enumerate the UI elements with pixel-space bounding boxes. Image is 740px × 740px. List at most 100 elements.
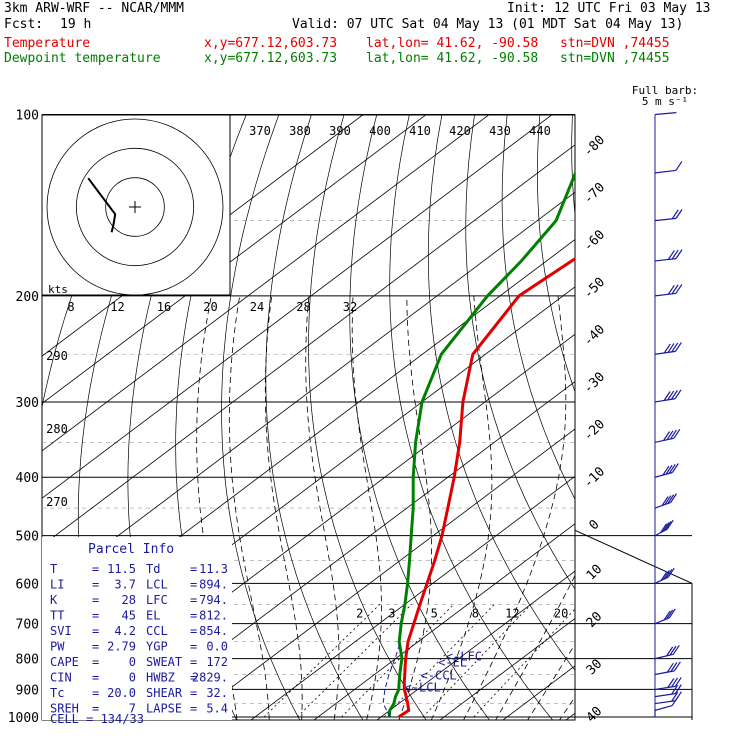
wind-barb-flag: [675, 284, 683, 294]
parcel-eq: =: [190, 655, 197, 669]
parcel-label: LFC: [146, 593, 168, 607]
parcel-eq: =: [190, 578, 197, 592]
theta-e-label: 440: [529, 124, 551, 138]
moist-adiabat-line: [264, 295, 303, 720]
dry-adiabat-line: [670, 115, 740, 730]
pressure-label: 600: [16, 577, 39, 592]
isotherm-label: -80: [581, 133, 608, 160]
pressure-label: 400: [16, 471, 39, 486]
parcel-eq: =: [92, 593, 99, 607]
parcel-label: SWEAT: [146, 655, 182, 669]
isotherm-line: [42, 115, 427, 404]
wind-barb: [654, 112, 677, 116]
hodograph-speed-label: 28: [296, 300, 310, 314]
dry-adiabat-line: [537, 115, 575, 393]
wind-barb-flag: [666, 519, 674, 530]
parcel-eq: =: [190, 640, 197, 654]
level-marker: <-LCL: [405, 681, 441, 695]
dry-adiabat-line: [221, 115, 301, 720]
pressure-label: 500: [16, 530, 39, 545]
isotherm-line: [313, 523, 575, 720]
hodograph-speed-label: 8: [67, 300, 74, 314]
mixing-ratio-line: [383, 604, 495, 718]
wind-barb-flag: [665, 568, 673, 579]
mixing-ratio-label: 8: [472, 607, 479, 621]
parcel-value: 0.0: [206, 640, 228, 654]
wind-barb-flag: [662, 570, 670, 580]
mixing-ratio-label: 2: [356, 607, 363, 621]
parcel-eq: =: [190, 624, 197, 638]
parcel-eq: =: [92, 624, 99, 638]
dewpoint-legend: Dewpoint temperature: [4, 51, 161, 66]
wind-barb-flag: [674, 677, 682, 687]
moist-adiabat-line: [430, 295, 493, 720]
wind-barb-flag: [667, 678, 675, 688]
dry-adiabat-line: [605, 115, 740, 730]
wind-barb-flag: [671, 463, 679, 473]
moist-adiabat-line: [559, 696, 575, 720]
mixing-ratio-label: 20: [554, 607, 568, 621]
dry-adiabat-line: [736, 115, 740, 730]
wind-barb-flag: [671, 209, 679, 220]
wind-barb-flag: [674, 389, 682, 400]
wind-barb-flag: [663, 431, 671, 441]
parcel-label: SVI: [50, 624, 72, 638]
theta-e-label: 430: [489, 124, 511, 138]
temperature-legend: Temperature: [4, 36, 91, 51]
hodograph-speed-label: 16: [157, 300, 171, 314]
isotherm-label: 10: [584, 562, 606, 584]
dry-adiabat-line: [638, 115, 740, 730]
parcel-value: 894.: [199, 578, 228, 592]
parcel-line: [382, 641, 401, 718]
wind-barb-flag: [661, 496, 669, 506]
temperature-line: [397, 256, 575, 719]
parcel-eq: =: [92, 686, 99, 700]
wind-barb-flag: [671, 691, 679, 702]
parcel-value: 2829.: [192, 671, 228, 685]
hodograph: kts: [41, 114, 231, 296]
valid-time: Valid: 07 UTC Sat 04 May 13 (01 MDT Sat …: [292, 17, 684, 32]
wind-barb: [654, 169, 676, 174]
parcel-label: EL: [146, 609, 160, 623]
pressure-label: 800: [16, 653, 39, 668]
isotherm-label: 40: [584, 704, 606, 726]
parcel-eq: =: [190, 702, 197, 716]
wind-barb-flag: [671, 249, 679, 260]
temperature-xy: x,y=677.12,603.73: [204, 36, 338, 51]
theta-e-label: 420: [449, 124, 471, 138]
parcel-value: 794.: [199, 593, 228, 607]
wind-barb-flag: [666, 662, 674, 673]
isotherm-line: [439, 618, 575, 720]
wind-barb-flag: [669, 429, 677, 440]
skew-frame-edge: [574, 529, 693, 584]
moist-adiabat-line: [463, 295, 567, 720]
pressure-label: 200: [16, 290, 39, 305]
isotherm-label: 30: [584, 657, 606, 679]
isotherm-label: -60: [581, 227, 608, 254]
wind-barb-flag: [671, 284, 679, 295]
mixing-ratio-line: [473, 608, 575, 718]
wind-barb-flag: [666, 609, 674, 620]
theta-e-label: 400: [369, 124, 391, 138]
wind-barb-flag: [662, 465, 670, 476]
parcel-value: 11.3: [199, 562, 228, 576]
wind-barb-flag: [665, 464, 673, 475]
wind-barb-flag: [662, 522, 670, 532]
hodograph-speed-label: 24: [250, 300, 264, 314]
isotherm-line: [502, 665, 575, 720]
parcel-value: 32.: [206, 686, 228, 700]
parcel-label: LI: [50, 578, 64, 592]
parcel-value: 854.: [199, 624, 228, 638]
parcel-eq: =: [190, 686, 197, 700]
isotherm-line: [376, 570, 575, 720]
parcel-label: CCL: [146, 624, 168, 638]
wind-barb-flag: [674, 342, 682, 352]
dewpoint-xy: x,y=677.12,603.73: [204, 51, 338, 66]
mixing-ratio-line: [341, 603, 455, 718]
wind-barb-flag: [667, 250, 675, 260]
wind-barb-flag: [660, 523, 668, 534]
isotherm-label: -50: [581, 275, 608, 302]
wind-barb-flag: [667, 390, 675, 401]
parcel-label: CIN: [50, 671, 72, 685]
